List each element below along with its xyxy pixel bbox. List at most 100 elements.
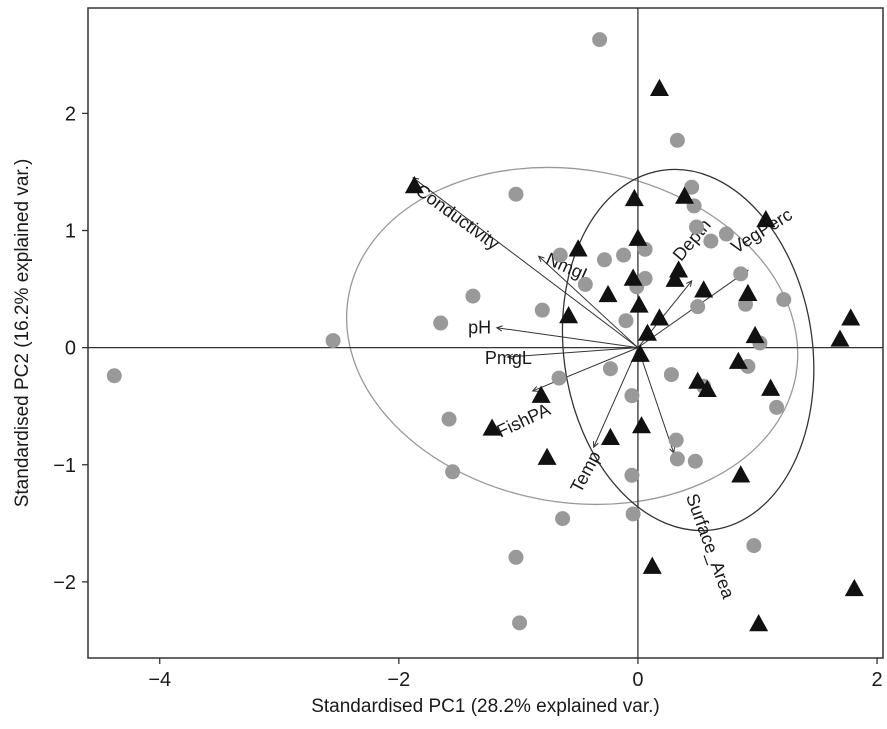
data-point-triangle bbox=[642, 556, 662, 574]
data-point-circle bbox=[669, 132, 685, 148]
data-point-circle bbox=[512, 615, 528, 631]
data-point-circle bbox=[718, 226, 734, 242]
loading-arrow-nmgl bbox=[538, 255, 639, 349]
data-point-circle bbox=[637, 271, 653, 287]
data-point-triangle bbox=[632, 416, 652, 434]
data-point-triangle bbox=[628, 228, 648, 246]
y-tick-label: 1 bbox=[65, 221, 76, 243]
sample-points bbox=[106, 32, 864, 632]
data-point-circle bbox=[624, 467, 640, 483]
loading-arrow-ph bbox=[496, 327, 638, 349]
data-point-triangle bbox=[649, 308, 669, 326]
data-point-circle bbox=[703, 233, 719, 249]
data-point-triangle bbox=[844, 578, 864, 597]
x-tick-label: 2 bbox=[871, 669, 882, 691]
y-tick-label: −2 bbox=[53, 572, 76, 594]
loading-arrowhead-ph bbox=[495, 325, 503, 332]
data-point-triangle bbox=[482, 418, 502, 436]
data-point-circle bbox=[445, 464, 461, 480]
data-point-circle bbox=[625, 506, 641, 522]
data-point-triangle bbox=[665, 269, 685, 287]
data-point-triangle bbox=[675, 186, 695, 204]
data-point-circle bbox=[624, 388, 640, 404]
data-point-circle bbox=[534, 302, 550, 318]
y-tick-label: 2 bbox=[65, 103, 76, 125]
ellipse-triangles bbox=[561, 168, 815, 532]
data-point-circle bbox=[551, 370, 567, 386]
data-point-triangle bbox=[841, 308, 861, 326]
loading-arrow-pmgl bbox=[507, 347, 638, 358]
loading-arrowhead-fishpa bbox=[531, 386, 539, 392]
loading-arrow-fishpa bbox=[532, 347, 639, 392]
data-point-triangle bbox=[623, 268, 643, 286]
data-point-triangle bbox=[537, 447, 557, 465]
data-point-circle bbox=[508, 186, 524, 202]
x-tick-label: −4 bbox=[148, 669, 171, 691]
data-point-circle bbox=[687, 453, 703, 469]
data-point-circle bbox=[602, 361, 618, 377]
data-point-circle bbox=[577, 276, 593, 292]
data-point-triangle bbox=[598, 284, 618, 303]
data-point-triangle bbox=[624, 188, 644, 207]
data-point-triangle bbox=[568, 239, 588, 257]
axes: −4 −2 0 2 −2 −1 0 1 2 bbox=[53, 103, 882, 691]
data-point-circle bbox=[618, 313, 634, 329]
data-point-circle bbox=[592, 32, 608, 48]
loading-label-ph: pH bbox=[468, 318, 491, 338]
data-point-triangle bbox=[669, 260, 689, 278]
loading-arrowhead-nmgl bbox=[537, 255, 545, 263]
data-point-triangle bbox=[738, 283, 758, 301]
data-point-triangle bbox=[830, 329, 850, 347]
plot-frame bbox=[87, 7, 884, 659]
loading-arrow-temp bbox=[593, 347, 639, 448]
data-point-triangle bbox=[637, 323, 657, 341]
data-point-circle bbox=[441, 411, 457, 427]
data-point-triangle bbox=[600, 427, 620, 446]
loading-arrow-conductivity bbox=[412, 177, 639, 349]
data-point-circle bbox=[668, 432, 684, 448]
data-point-circle bbox=[596, 252, 612, 268]
x-tick-label: 0 bbox=[632, 669, 643, 691]
data-point-circle bbox=[684, 179, 700, 195]
confidence-ellipses bbox=[345, 166, 815, 532]
data-point-circle bbox=[433, 315, 449, 331]
data-point-triangle bbox=[688, 371, 708, 389]
x-axis-title: Standardised PC1 (28.2% explained var.) bbox=[311, 696, 660, 717]
data-point-triangle bbox=[761, 378, 781, 396]
y-tick-label: 0 bbox=[65, 338, 76, 360]
data-point-circle bbox=[106, 368, 122, 384]
data-point-triangle bbox=[756, 209, 776, 228]
y-axis-title: Standardised PC2 (16.2% explained var.) bbox=[12, 159, 33, 508]
data-point-triangle bbox=[728, 351, 748, 369]
data-point-triangle bbox=[745, 325, 765, 344]
loading-arrowhead-depth bbox=[686, 279, 693, 287]
data-point-circle bbox=[508, 549, 524, 565]
data-point-circle bbox=[669, 451, 685, 467]
loading-arrowhead-pmgl bbox=[506, 353, 514, 360]
data-point-circle bbox=[733, 266, 749, 282]
loading-label-pmgl: PmgL bbox=[485, 348, 532, 368]
data-point-triangle bbox=[531, 385, 551, 403]
data-point-circle bbox=[555, 511, 571, 527]
data-point-circle bbox=[616, 247, 632, 263]
x-tick-label: −2 bbox=[387, 669, 410, 691]
ellipse-circles bbox=[345, 166, 799, 506]
data-point-circle bbox=[746, 538, 762, 554]
data-point-triangle bbox=[630, 344, 650, 362]
data-point-triangle bbox=[694, 280, 714, 298]
data-point-circle bbox=[663, 367, 679, 383]
data-point-circle bbox=[769, 399, 785, 415]
data-point-triangle bbox=[404, 176, 424, 194]
data-point-circle bbox=[465, 288, 481, 304]
reference-lines bbox=[88, 8, 883, 658]
data-point-circle bbox=[552, 247, 568, 263]
data-point-circle bbox=[776, 292, 792, 308]
data-point-triangle bbox=[649, 78, 669, 97]
loading-arrowhead-temp bbox=[593, 441, 599, 449]
data-point-triangle bbox=[629, 295, 649, 313]
data-point-circle bbox=[325, 333, 341, 349]
data-point-triangle bbox=[749, 614, 769, 632]
data-point-triangle bbox=[559, 306, 579, 324]
data-point-circle bbox=[689, 219, 705, 235]
